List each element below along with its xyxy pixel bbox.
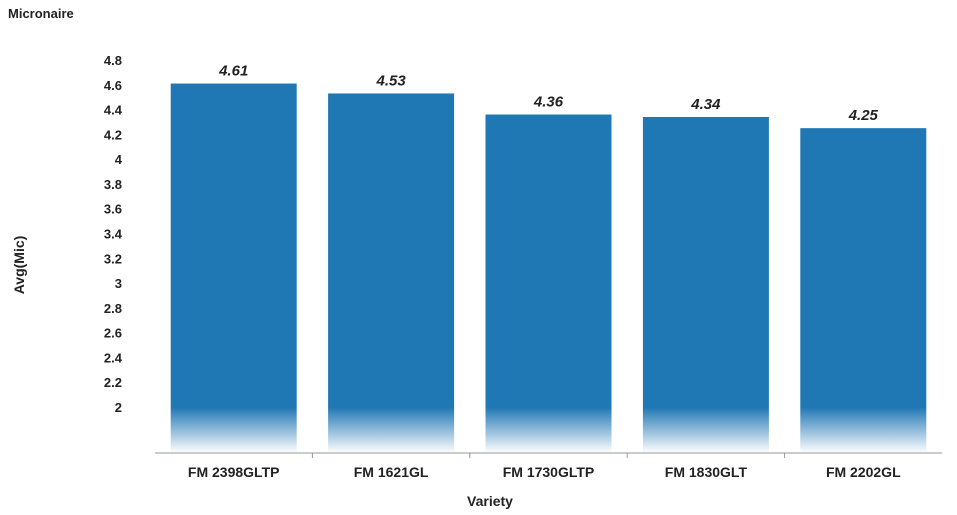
x-tick-label: FM 1730GLTP [503, 464, 595, 480]
y-tick-label: 3.4 [104, 227, 123, 242]
y-tick-label: 4.2 [104, 127, 122, 142]
y-tick-label: 4.6 [104, 78, 122, 93]
bar [642, 117, 769, 407]
y-axis-ticks: 2 2.2 2.4 2.6 2.8 3 3.2 3.4 3.6 3.8 4 4.2 4.4 4.6 4.8 [104, 53, 123, 415]
y-tick-label: 3 [115, 276, 122, 291]
chart-title: Micronaire [8, 6, 74, 21]
y-tick-label: 2.8 [104, 301, 122, 316]
y-tick-label: 2.6 [104, 326, 122, 341]
x-tick-label: FM 1621GL [354, 464, 429, 480]
y-tick-label: 3.2 [104, 251, 122, 266]
bar-fade [485, 407, 612, 453]
bar [800, 128, 927, 408]
y-tick-label: 3.6 [104, 202, 122, 217]
y-tick-label: 4 [115, 152, 123, 167]
x-axis-label: Variety [467, 493, 513, 509]
x-tick-label: FM 2398GLTP [188, 464, 280, 480]
data-label: 4.36 [533, 94, 564, 111]
data-label: 4.61 [218, 63, 248, 80]
data-labels: 4.61 4.53 4.36 4.34 4.25 [218, 63, 878, 125]
y-tick-label: 4.4 [104, 103, 123, 118]
bar-fade [642, 407, 769, 453]
bar-fade [800, 407, 927, 453]
y-tick-label: 3.8 [104, 177, 122, 192]
y-axis-label: Avg(Mic) [11, 236, 27, 295]
x-tick-label: FM 1830GLT [665, 464, 748, 480]
x-axis-ticks: FM 2398GLTP FM 1621GL FM 1730GLTP FM 1830GL… [188, 453, 901, 480]
bars [170, 83, 927, 453]
data-label: 4.34 [690, 96, 721, 113]
data-label: 4.25 [848, 107, 879, 124]
y-tick-label: 2 [115, 400, 122, 415]
y-tick-label: 2.4 [104, 350, 123, 365]
y-tick-label: 2.2 [104, 375, 122, 390]
bar-fade [328, 407, 455, 453]
bar [485, 114, 612, 408]
bar-fade [170, 407, 297, 453]
bar [328, 93, 455, 407]
y-tick-label: 4.8 [104, 53, 122, 68]
data-label: 4.53 [375, 72, 406, 89]
bar [170, 83, 297, 408]
x-tick-label: FM 2202GL [826, 464, 901, 480]
